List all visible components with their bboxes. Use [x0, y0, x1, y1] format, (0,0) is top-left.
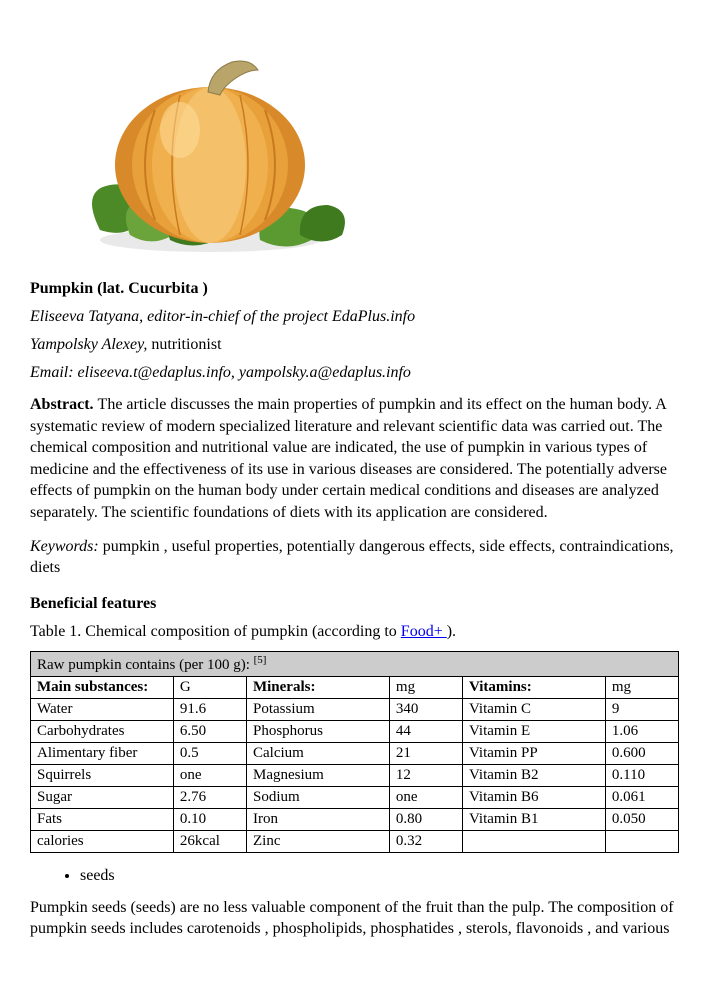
table-row: SquirrelsoneMagnesium12Vitamin B20.110	[31, 764, 679, 786]
bullet-list: seeds	[30, 867, 679, 885]
table-cell: Vitamin E	[462, 720, 605, 742]
table-cell: Potassium	[246, 698, 389, 720]
table-cell: 6.50	[173, 720, 246, 742]
table-cell: Zinc	[246, 830, 389, 852]
author-2: Yampolsky Alexey, nutritionist	[30, 336, 679, 354]
table-cell: Vitamin B6	[462, 786, 605, 808]
table-cell: 0.600	[605, 742, 678, 764]
bullet-seeds: seeds	[80, 867, 679, 885]
composition-table: Raw pumpkin contains (per 100 g): [5] Ma…	[30, 651, 679, 853]
table-cell: Carbohydrates	[31, 720, 174, 742]
table-cell: Squirrels	[31, 764, 174, 786]
table-caption-suffix: ).	[447, 623, 456, 640]
table-cell: Sugar	[31, 786, 174, 808]
table-caption-prefix: Table 1. Chemical composition of pumpkin…	[30, 623, 401, 640]
table-row: Water91.6Potassium340Vitamin C9	[31, 698, 679, 720]
table-cell: Sodium	[246, 786, 389, 808]
table-cell: one	[389, 786, 462, 808]
table-cell: 0.5	[173, 742, 246, 764]
table-row: Sugar2.76SodiumoneVitamin B60.061	[31, 786, 679, 808]
abstract-label: Abstract.	[30, 396, 98, 413]
table-cell: 21	[389, 742, 462, 764]
table-cell	[462, 830, 605, 852]
col-mg-1: mg	[389, 676, 462, 698]
author-2-role: nutritionist	[151, 336, 221, 353]
table-cell: Calcium	[246, 742, 389, 764]
keywords: Keywords: pumpkin , useful properties, p…	[30, 536, 679, 579]
table-column-headers: Main substances: G Minerals: mg Vitamins…	[31, 676, 679, 698]
table-cell: Phosphorus	[246, 720, 389, 742]
table-cell: Magnesium	[246, 764, 389, 786]
table-cell: 9	[605, 698, 678, 720]
table-row: calories26kcalZinc0.32	[31, 830, 679, 852]
table-cell: Vitamin C	[462, 698, 605, 720]
table-cell: 1.06	[605, 720, 678, 742]
table-cell: one	[173, 764, 246, 786]
table-cell: 0.050	[605, 808, 678, 830]
table-row: Fats0.10Iron0.80Vitamin B10.050	[31, 808, 679, 830]
table-cell: 0.80	[389, 808, 462, 830]
table-cell: 0.110	[605, 764, 678, 786]
table-cell: Vitamin B2	[462, 764, 605, 786]
article-title: Pumpkin (lat. Cucurbita )	[30, 280, 679, 298]
table-cell: Iron	[246, 808, 389, 830]
abstract-text: The article discusses the main propertie…	[30, 396, 667, 521]
author-1-role: editor-in-chief of the project EdaPlus.i…	[147, 308, 415, 325]
table-cell: Fats	[31, 808, 174, 830]
keywords-label: Keywords:	[30, 538, 103, 555]
food-plus-link[interactable]: Food+	[401, 623, 447, 640]
author-2-name: Yampolsky Alexey,	[30, 336, 151, 353]
col-vitamins: Vitamins:	[462, 676, 605, 698]
table-title-cell: Raw pumpkin contains (per 100 g): [5]	[31, 651, 679, 676]
table-title-text: Raw pumpkin contains (per 100 g):	[37, 657, 254, 673]
table-caption: Table 1. Chemical composition of pumpkin…	[30, 623, 679, 641]
author-1: Eliseeva Tatyana, editor-in-chief of the…	[30, 308, 679, 326]
table-cell	[605, 830, 678, 852]
section-heading: Beneficial features	[30, 595, 679, 613]
table-cell: 12	[389, 764, 462, 786]
table-title-row: Raw pumpkin contains (per 100 g): [5]	[31, 651, 679, 676]
table-row: Carbohydrates6.50Phosphorus44Vitamin E1.…	[31, 720, 679, 742]
author-1-name: Eliseeva Tatyana,	[30, 308, 147, 325]
seeds-paragraph: Pumpkin seeds (seeds) are no less valuab…	[30, 897, 679, 940]
table-cell: Alimentary fiber	[31, 742, 174, 764]
table-cell: calories	[31, 830, 174, 852]
pumpkin-image	[60, 40, 360, 260]
abstract: Abstract. The article discusses the main…	[30, 394, 679, 524]
table-cell: 2.76	[173, 786, 246, 808]
col-main-substances: Main substances:	[31, 676, 174, 698]
table-cell: Vitamin B1	[462, 808, 605, 830]
table-cell: 0.10	[173, 808, 246, 830]
table-row: Alimentary fiber0.5Calcium21Vitamin PP0.…	[31, 742, 679, 764]
table-cell: 0.061	[605, 786, 678, 808]
table-cell: 44	[389, 720, 462, 742]
table-cell: 0.32	[389, 830, 462, 852]
table-cell: Water	[31, 698, 174, 720]
table-cell: 26kcal	[173, 830, 246, 852]
table-cell: 91.6	[173, 698, 246, 720]
col-minerals: Minerals:	[246, 676, 389, 698]
table-cell: Vitamin PP	[462, 742, 605, 764]
table-title-sup: [5]	[254, 654, 267, 666]
col-g: G	[173, 676, 246, 698]
table-cell: 340	[389, 698, 462, 720]
contact-email: Email: eliseeva.t@edaplus.info, yampolsk…	[30, 364, 679, 382]
keywords-text: pumpkin , useful properties, potentially…	[30, 538, 674, 577]
col-mg-2: mg	[605, 676, 678, 698]
